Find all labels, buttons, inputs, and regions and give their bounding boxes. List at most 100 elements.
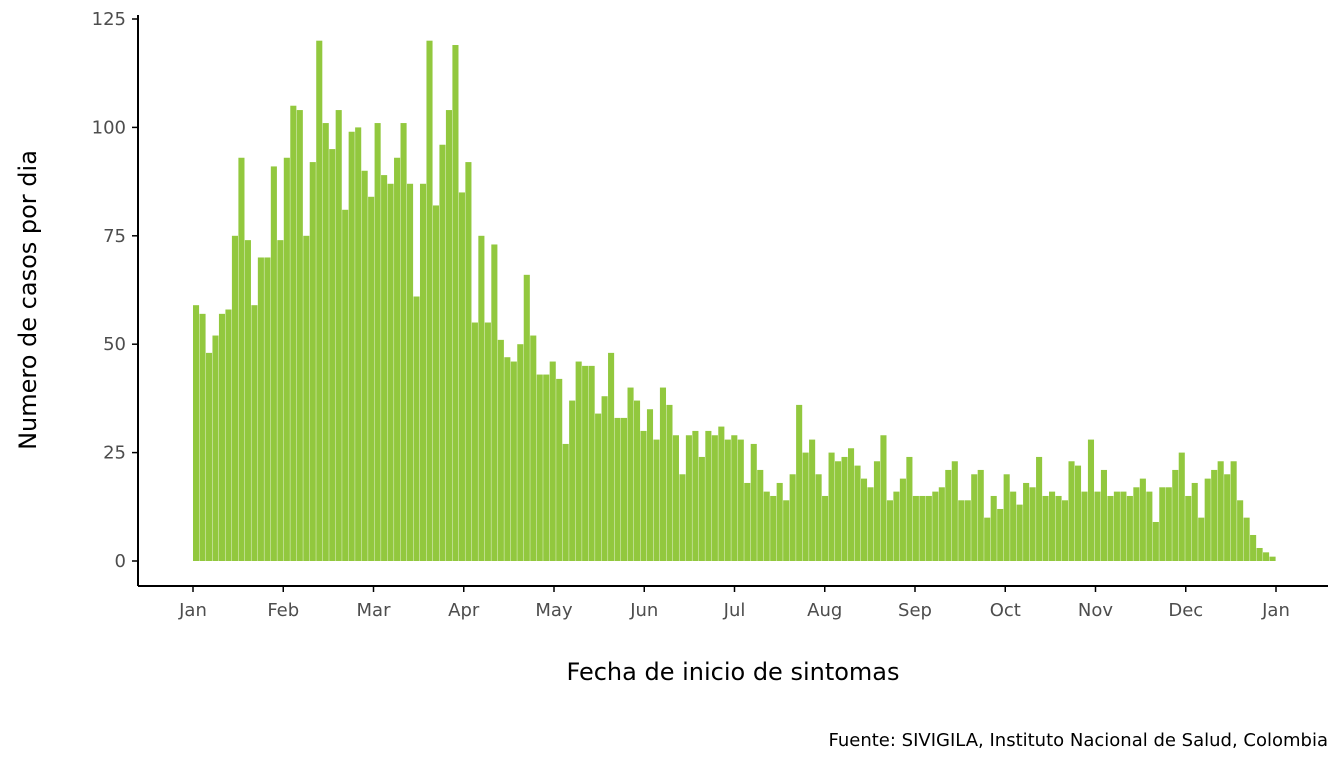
bar <box>484 322 491 561</box>
bar <box>1230 461 1237 561</box>
x-tick-label: Mar <box>357 600 392 621</box>
bar <box>303 235 310 562</box>
bar <box>361 170 368 561</box>
bar <box>822 495 829 561</box>
bar <box>886 500 893 561</box>
bar <box>199 313 206 561</box>
bar <box>744 482 751 561</box>
bar <box>1178 452 1185 561</box>
bar <box>990 495 997 561</box>
bars-group <box>193 40 1276 562</box>
bar <box>225 309 232 561</box>
bar <box>1100 469 1107 561</box>
bar <box>809 439 816 561</box>
bar <box>283 157 290 561</box>
bar <box>582 365 589 561</box>
bar <box>841 456 848 561</box>
bar <box>1113 491 1120 561</box>
bar <box>1269 556 1276 561</box>
x-tick-label: May <box>535 600 573 621</box>
y-tick-label: 125 <box>92 9 126 30</box>
bar <box>543 374 550 561</box>
x-tick-label: Sep <box>898 600 932 621</box>
bar <box>277 240 284 561</box>
y-tick-label: 100 <box>92 117 126 138</box>
bar <box>984 517 991 561</box>
x-tick-label: Jun <box>629 600 658 621</box>
bar <box>407 183 414 561</box>
bar <box>1036 456 1043 561</box>
bar <box>504 357 511 561</box>
bar <box>932 491 939 561</box>
x-tick-label: Apr <box>448 600 480 621</box>
bar <box>1016 504 1023 561</box>
bar <box>426 40 433 562</box>
bar <box>1068 461 1075 561</box>
bar <box>873 461 881 561</box>
bar <box>1126 495 1133 561</box>
y-tick-label: 0 <box>115 551 126 572</box>
bar <box>244 240 251 561</box>
bar <box>1198 517 1205 561</box>
bar <box>419 183 427 561</box>
bar <box>1107 495 1114 561</box>
x-tick-label: Aug <box>807 600 842 621</box>
bar <box>718 426 725 561</box>
bar <box>1191 482 1198 561</box>
bar <box>478 235 485 562</box>
bar <box>309 162 316 561</box>
bar <box>692 430 699 561</box>
bar <box>1133 487 1140 561</box>
x-tick-label: Jan <box>178 600 207 621</box>
bar <box>763 491 770 561</box>
bar <box>1139 478 1146 561</box>
bar <box>1010 491 1017 561</box>
bar <box>257 257 264 561</box>
bar <box>394 157 401 561</box>
bar <box>731 435 738 561</box>
x-axis-title: Fecha de inicio de sintomas <box>566 658 899 686</box>
bar <box>413 296 420 561</box>
bar <box>1165 487 1172 561</box>
bar <box>705 430 712 561</box>
bar <box>452 45 459 561</box>
bar <box>458 192 465 561</box>
bar <box>536 374 543 561</box>
bar <box>1120 491 1127 561</box>
y-axis-title: Numero de casos por dia <box>14 150 42 450</box>
bar <box>530 335 537 561</box>
bar <box>290 105 297 561</box>
bar <box>964 500 971 561</box>
bar <box>316 40 323 562</box>
bar <box>789 474 796 561</box>
bar <box>231 235 238 562</box>
bar <box>387 183 394 561</box>
bar <box>264 257 271 561</box>
y-axis: 0 25 50 75 100 125 <box>92 9 139 586</box>
bar <box>517 344 524 561</box>
bar <box>1185 495 1192 561</box>
x-tick-label: Feb <box>267 600 299 621</box>
bar <box>270 166 277 562</box>
bar <box>569 400 576 561</box>
bar <box>1074 465 1082 561</box>
bar <box>919 495 926 561</box>
bar <box>997 508 1004 561</box>
bar <box>621 417 628 561</box>
bar <box>445 110 453 561</box>
x-tick-label: Jul <box>723 600 746 621</box>
bar <box>633 400 641 561</box>
bar <box>238 157 245 561</box>
bar <box>860 478 868 561</box>
bar <box>251 305 258 561</box>
bar <box>1049 491 1056 561</box>
bar <box>1023 482 1030 561</box>
bar <box>925 495 932 561</box>
bar <box>342 209 349 561</box>
bar <box>1211 469 1218 561</box>
bar <box>653 439 660 561</box>
bar <box>796 404 803 561</box>
bar <box>1152 521 1159 561</box>
bar <box>1029 487 1036 561</box>
